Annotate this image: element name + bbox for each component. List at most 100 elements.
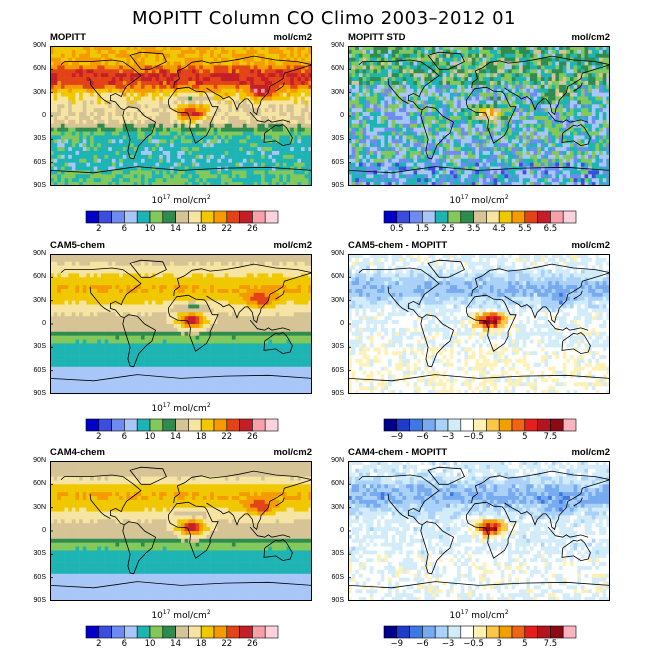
heatmap-cell bbox=[541, 143, 545, 147]
heatmap-cell bbox=[494, 143, 498, 147]
heatmap-cell bbox=[145, 120, 149, 124]
heatmap-cell bbox=[424, 167, 428, 171]
heatmap-cell bbox=[366, 147, 370, 151]
heatmap-cell bbox=[86, 174, 90, 178]
heatmap-cell bbox=[585, 50, 589, 54]
heatmap-cell bbox=[210, 163, 214, 167]
heatmap-cell bbox=[61, 143, 65, 147]
heatmap-cell bbox=[461, 69, 465, 73]
heatmap-cell bbox=[206, 73, 210, 77]
heatmap-cell bbox=[181, 97, 185, 101]
heatmap-cell bbox=[595, 100, 599, 104]
heatmap-cell bbox=[185, 108, 189, 112]
heatmap-cell bbox=[512, 151, 516, 155]
heatmap-cell bbox=[472, 69, 476, 73]
heatmap-cell bbox=[243, 151, 247, 155]
heatmap-cell bbox=[297, 69, 301, 73]
heatmap-cell bbox=[79, 81, 83, 85]
heatmap-cell bbox=[72, 174, 76, 178]
heatmap-cell bbox=[537, 104, 541, 108]
heatmap-cell bbox=[217, 65, 221, 69]
heatmap-cell bbox=[105, 73, 109, 77]
heatmap-cell bbox=[203, 85, 207, 89]
heatmap-cell bbox=[68, 128, 72, 132]
heatmap-cell bbox=[428, 62, 432, 66]
heatmap-cell bbox=[414, 81, 418, 85]
heatmap-cell bbox=[395, 120, 399, 124]
heatmap-cell bbox=[355, 155, 359, 159]
heatmap-cell bbox=[446, 143, 450, 147]
heatmap-cell bbox=[170, 139, 174, 143]
heatmap-cell bbox=[545, 163, 549, 167]
heatmap-cell bbox=[403, 85, 407, 89]
heatmap-cell bbox=[457, 104, 461, 108]
heatmap-cell bbox=[414, 97, 418, 101]
heatmap-cell bbox=[305, 139, 309, 143]
heatmap-cell bbox=[174, 97, 178, 101]
heatmap-cell bbox=[261, 65, 265, 69]
heatmap-cell bbox=[515, 116, 519, 120]
heatmap-cell bbox=[86, 73, 90, 77]
heatmap-cell bbox=[268, 81, 272, 85]
heatmap-cell bbox=[265, 116, 269, 120]
heatmap-cell bbox=[196, 120, 200, 124]
heatmap-cell bbox=[377, 81, 381, 85]
heatmap-cell bbox=[555, 155, 559, 159]
heatmap-cell bbox=[490, 85, 494, 89]
heatmap-cell bbox=[399, 112, 403, 116]
heatmap-cell bbox=[210, 155, 214, 159]
heatmap-cell bbox=[417, 50, 421, 54]
heatmap-cell bbox=[305, 178, 309, 182]
heatmap-cell bbox=[515, 120, 519, 124]
heatmap-cell bbox=[206, 120, 210, 124]
heatmap-cell bbox=[363, 120, 367, 124]
heatmap-cell bbox=[156, 139, 160, 143]
heatmap-cell bbox=[239, 143, 243, 147]
heatmap-cell bbox=[90, 50, 94, 54]
heatmap-cell bbox=[588, 108, 592, 112]
heatmap-cell bbox=[94, 143, 98, 147]
heatmap-cell bbox=[170, 54, 174, 58]
heatmap-cell bbox=[90, 69, 94, 73]
heatmap-cell bbox=[392, 155, 396, 159]
heatmap-cell bbox=[392, 93, 396, 97]
heatmap-cell bbox=[384, 124, 388, 128]
heatmap-cell bbox=[545, 139, 549, 143]
heatmap-cell bbox=[268, 69, 272, 73]
heatmap-cell bbox=[214, 174, 218, 178]
heatmap-cell bbox=[577, 147, 581, 151]
heatmap-cell bbox=[483, 108, 487, 112]
heatmap-cell bbox=[287, 112, 291, 116]
heatmap-cell bbox=[414, 135, 418, 139]
heatmap-cell bbox=[475, 124, 479, 128]
heatmap-cell bbox=[159, 170, 163, 174]
heatmap-cell bbox=[174, 62, 178, 66]
heatmap-cell bbox=[395, 124, 399, 128]
heatmap-cell bbox=[148, 178, 152, 182]
heatmap-cell bbox=[156, 77, 160, 81]
heatmap-cell bbox=[239, 54, 243, 58]
heatmap-cell bbox=[384, 120, 388, 124]
heatmap-cell bbox=[512, 139, 516, 143]
heatmap-cell bbox=[196, 159, 200, 163]
heatmap-cell bbox=[490, 69, 494, 73]
heatmap-cell bbox=[577, 93, 581, 97]
heatmap-cell bbox=[475, 89, 479, 93]
heatmap-cell bbox=[130, 108, 134, 112]
heatmap-cell bbox=[119, 170, 123, 174]
heatmap-cell bbox=[461, 89, 465, 93]
heatmap-cell bbox=[414, 62, 418, 66]
heatmap-cell bbox=[305, 81, 309, 85]
heatmap-cell bbox=[301, 85, 305, 89]
heatmap-cell bbox=[72, 54, 76, 58]
heatmap-cell bbox=[537, 151, 541, 155]
heatmap-cell bbox=[123, 143, 127, 147]
heatmap-cell bbox=[177, 159, 181, 163]
heatmap-cell bbox=[355, 147, 359, 151]
heatmap-cell bbox=[410, 50, 414, 54]
heatmap-cell bbox=[370, 112, 374, 116]
heatmap-cell bbox=[490, 97, 494, 101]
heatmap-cell bbox=[156, 163, 160, 167]
heatmap-cell bbox=[94, 155, 98, 159]
heatmap-cell bbox=[170, 132, 174, 136]
